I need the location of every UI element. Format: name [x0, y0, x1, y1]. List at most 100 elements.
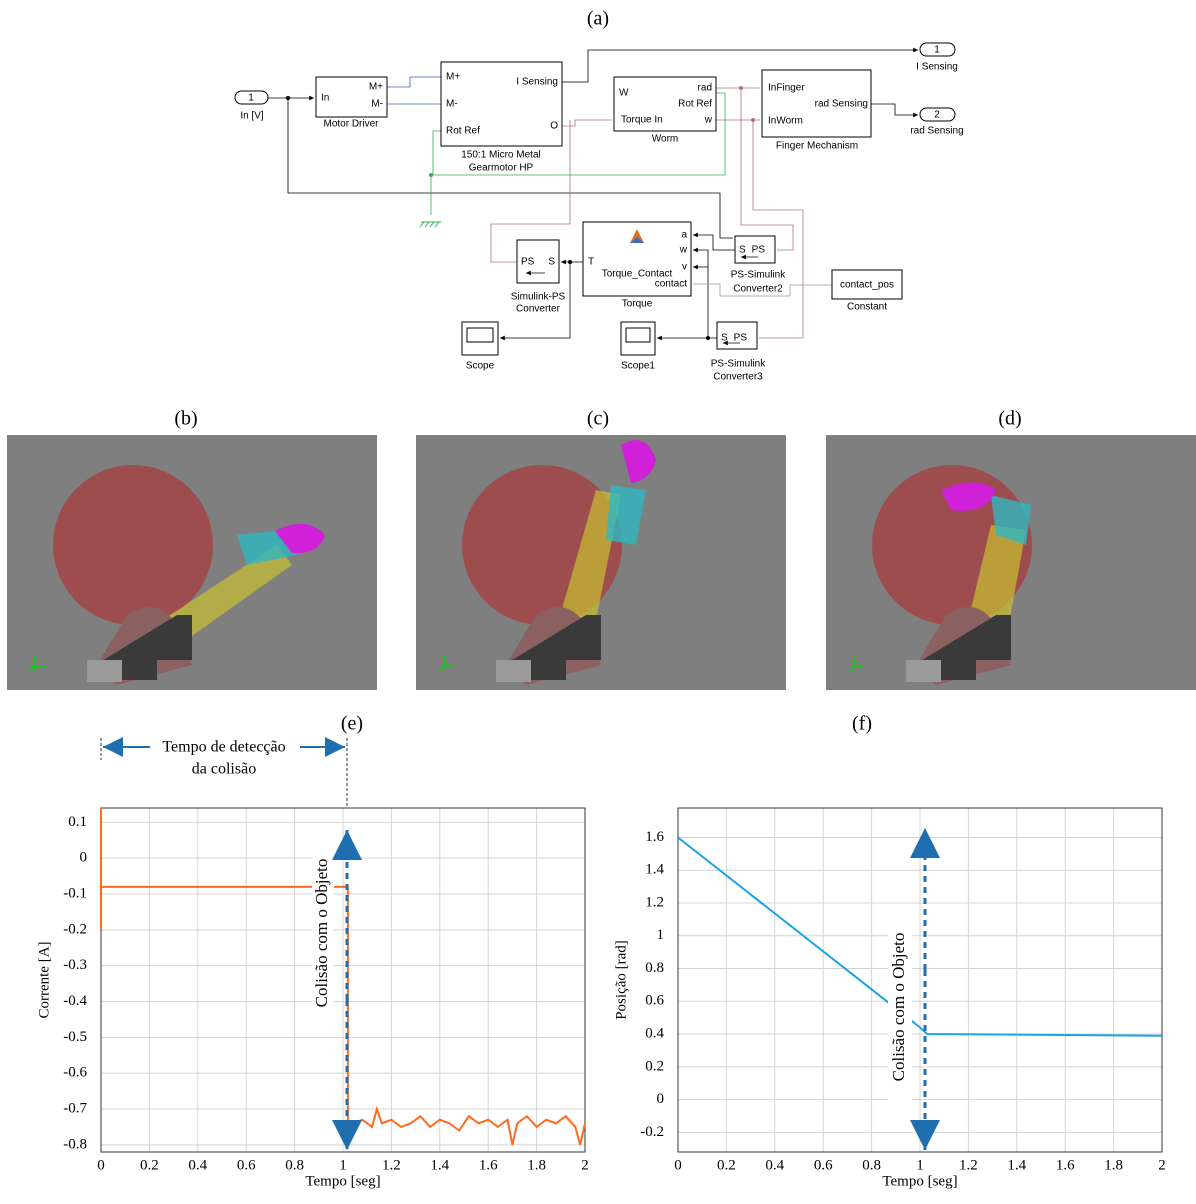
- block-text: Scope: [466, 361, 495, 372]
- block-text: w: [679, 245, 688, 256]
- block-text: rad Sensing: [910, 126, 963, 137]
- circle-shape: [706, 336, 710, 340]
- block-text: Rot Ref: [678, 99, 712, 110]
- panel-label: (c): [587, 408, 609, 430]
- block-text: S: [548, 257, 555, 268]
- annotation: Colisão com o Objeto: [312, 859, 331, 1008]
- x-tick-label: 1: [916, 1157, 924, 1173]
- block-text: PS: [521, 257, 535, 268]
- block-text: PS: [734, 333, 748, 344]
- x-tick-label: 0: [97, 1157, 105, 1173]
- x-tick-label: 1.2: [959, 1157, 978, 1173]
- block-text: I Sensing: [916, 62, 958, 73]
- x-tick-label: 2: [1158, 1157, 1166, 1173]
- y-tick-label: -0.4: [63, 993, 87, 1009]
- block-text: O: [550, 121, 558, 132]
- block-text: 2: [934, 110, 940, 121]
- rect-shape: [87, 660, 122, 682]
- figure: (a)(b)(c)(d)(e)(f)1In [V]InM+M-Motor Dri…: [0, 0, 1196, 1204]
- rect-shape: [906, 660, 941, 682]
- y-tick-label: -0.2: [63, 921, 87, 937]
- x-tick-label: 1.6: [1056, 1157, 1075, 1173]
- block-text: S: [721, 333, 728, 344]
- x-tick-label: 1.6: [479, 1157, 498, 1173]
- y-tick-label: -0.6: [63, 1065, 87, 1081]
- block-text: W: [619, 88, 629, 99]
- panel-label: (a): [587, 8, 609, 30]
- x-tick-label: 1.8: [1104, 1157, 1123, 1173]
- path-shape: [693, 235, 735, 250]
- x-tick-label: 1.8: [527, 1157, 546, 1173]
- block-text: Converter2: [733, 284, 783, 295]
- block-text: M-: [446, 99, 458, 110]
- block-text: M-: [371, 99, 383, 110]
- y-tick-label: 1: [657, 927, 665, 943]
- panel-label: (d): [998, 408, 1021, 430]
- panel-label: (b): [174, 408, 197, 430]
- block-text: contact: [655, 279, 687, 290]
- block-text: M+: [369, 82, 383, 93]
- x-axis-label: Tempo [seg]: [882, 1173, 957, 1189]
- y-tick-label: -0.5: [63, 1029, 87, 1045]
- block-text: Finger Mechanism: [776, 141, 858, 152]
- block-text: Torque In: [621, 115, 663, 126]
- x-tick-label: 1.4: [430, 1157, 449, 1173]
- y-tick-label: -0.8: [63, 1136, 87, 1152]
- panel-label: (f): [852, 713, 872, 735]
- render-d: [826, 435, 1196, 690]
- block-text: v: [682, 262, 687, 273]
- block-text: Converter3: [713, 372, 763, 383]
- block-text: w: [704, 115, 713, 126]
- y-tick-label: 0: [657, 1091, 665, 1107]
- block-text: rad: [698, 83, 712, 94]
- rect-shape: [467, 328, 493, 342]
- y-axis-label: Posição [rad]: [613, 940, 629, 1020]
- x-tick-label: 0.4: [765, 1157, 784, 1173]
- y-tick-label: -0.3: [63, 957, 87, 973]
- x-tick-label: 0.6: [814, 1157, 833, 1173]
- block-text: 150:1 Micro Metal: [461, 150, 540, 161]
- x-tick-label: 1: [339, 1157, 347, 1173]
- x-tick-label: 0.8: [862, 1157, 881, 1173]
- x-tick-label: 0.2: [717, 1157, 736, 1173]
- x-tick-label: 1.4: [1007, 1157, 1026, 1173]
- block-text: In: [321, 93, 329, 104]
- y-tick-label: 1.6: [645, 829, 664, 845]
- block-text: In [V]: [240, 111, 264, 122]
- y-tick-label: 0.2: [645, 1058, 664, 1074]
- block-text: 1: [934, 45, 940, 56]
- rect-shape: [626, 328, 650, 342]
- block-text: Torque: [622, 299, 653, 310]
- circle-shape: [568, 260, 572, 264]
- path-shape: [753, 120, 803, 338]
- block-text: a: [681, 230, 687, 241]
- path-shape: [420, 222, 441, 227]
- block-text: rad Sensing: [815, 99, 868, 110]
- y-tick-label: -0.7: [63, 1100, 87, 1116]
- block-text: PS: [752, 245, 766, 256]
- block-text: Rot Ref: [446, 126, 480, 137]
- x-tick-label: 0.2: [140, 1157, 159, 1173]
- render-b: [7, 435, 377, 690]
- y-tick-label: 0.4: [645, 1025, 664, 1041]
- path-shape: [562, 120, 612, 126]
- render-c: [416, 435, 786, 690]
- y-tick-label: 1.2: [645, 894, 664, 910]
- block-text: PS-Simulink: [711, 359, 766, 370]
- x-tick-label: 0.6: [237, 1157, 256, 1173]
- circle-shape: [739, 86, 743, 90]
- circle-shape: [429, 173, 433, 177]
- path-shape: [387, 77, 441, 87]
- block-text: Simulink-PS: [511, 292, 566, 303]
- x-axis-label: Tempo [seg]: [305, 1173, 380, 1189]
- y-tick-label: 0.1: [68, 814, 87, 830]
- block-text: T: [588, 257, 594, 268]
- x-tick-label: 0.4: [188, 1157, 207, 1173]
- x-tick-label: 0: [674, 1157, 682, 1173]
- path-shape: [693, 250, 717, 338]
- y-tick-label: 0.8: [645, 960, 664, 976]
- x-tick-label: 0.8: [285, 1157, 304, 1173]
- y-axis-label: Corrente [A]: [36, 941, 52, 1018]
- block-text: InWorm: [768, 116, 803, 127]
- block-text: contact_pos: [840, 280, 894, 291]
